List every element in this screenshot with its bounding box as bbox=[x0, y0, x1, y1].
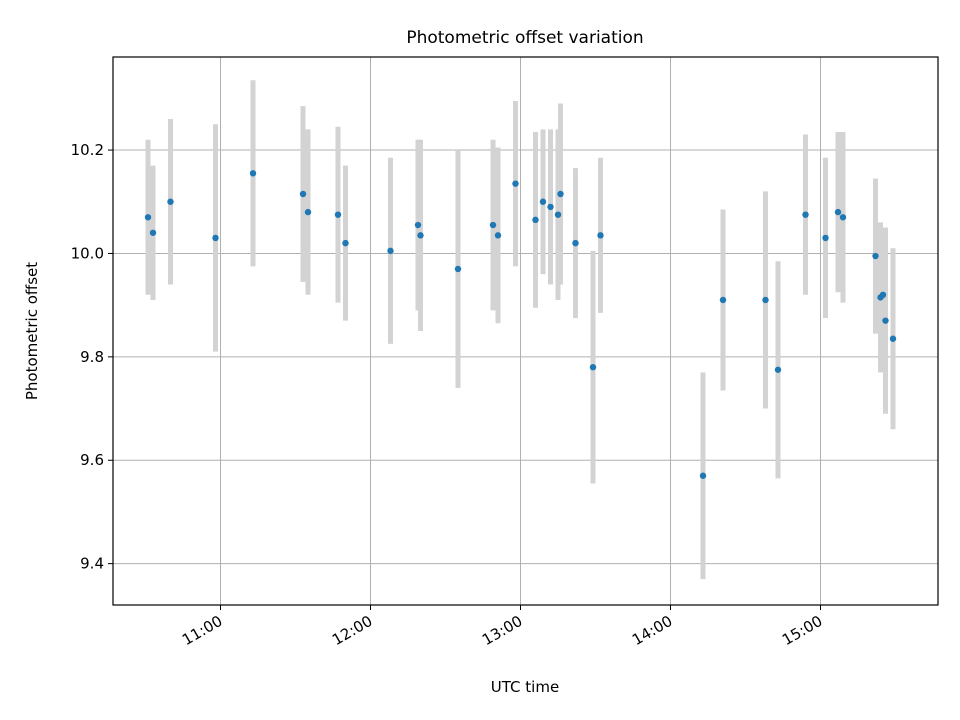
data-point bbox=[249, 170, 257, 177]
data-point bbox=[167, 198, 174, 205]
data-point bbox=[387, 247, 394, 255]
grid bbox=[113, 57, 938, 605]
data-point bbox=[762, 296, 769, 304]
y-axis: 9.4 9.6 9.8 10.0 10.2 bbox=[71, 141, 113, 573]
y-tick-label: 9.6 bbox=[80, 451, 104, 469]
data-point bbox=[149, 229, 157, 236]
data-point bbox=[489, 221, 497, 229]
data-point bbox=[872, 252, 879, 260]
data-point bbox=[554, 211, 562, 218]
y-tick-label: 9.8 bbox=[80, 348, 104, 366]
data-point bbox=[822, 234, 829, 242]
data-point bbox=[572, 239, 579, 247]
y-axis-label: Photometric offset bbox=[23, 262, 41, 400]
data-point bbox=[334, 211, 342, 218]
data-point bbox=[557, 190, 564, 198]
x-axis-label: UTC time bbox=[491, 678, 559, 696]
data-point bbox=[839, 214, 847, 221]
data-point bbox=[144, 214, 152, 221]
y-tick-label: 9.4 bbox=[80, 555, 104, 573]
x-tick-label: 13:00 bbox=[479, 612, 525, 649]
data-point bbox=[774, 366, 782, 373]
data-point bbox=[589, 363, 597, 371]
data-point bbox=[304, 208, 312, 216]
x-tick-label: 12:00 bbox=[329, 612, 375, 649]
data-point bbox=[539, 198, 547, 205]
data-point bbox=[882, 317, 889, 324]
data-point bbox=[802, 211, 809, 218]
data-points bbox=[144, 170, 897, 479]
data-point bbox=[889, 335, 897, 342]
data-point bbox=[454, 265, 462, 273]
data-point bbox=[342, 239, 349, 247]
data-point bbox=[494, 232, 502, 239]
data-point bbox=[719, 296, 727, 304]
data-point bbox=[512, 180, 519, 187]
data-point bbox=[597, 232, 604, 239]
data-point bbox=[414, 221, 422, 229]
data-point bbox=[212, 234, 219, 242]
chart-title: Photometric offset variation bbox=[406, 28, 643, 48]
x-axis: 11:00 12:00 13:00 14:00 15:00 bbox=[179, 605, 826, 649]
y-tick-label: 10.0 bbox=[71, 244, 104, 262]
data-point bbox=[879, 291, 887, 299]
plot-area-frame bbox=[112, 56, 939, 606]
x-tick-label: 15:00 bbox=[779, 612, 825, 649]
x-tick-label: 11:00 bbox=[179, 612, 225, 649]
data-point bbox=[699, 472, 707, 479]
data-point bbox=[299, 190, 307, 198]
data-point bbox=[417, 232, 424, 239]
y-tick-label: 10.2 bbox=[71, 141, 104, 159]
data-point bbox=[532, 216, 539, 224]
x-tick-label: 14:00 bbox=[629, 612, 675, 649]
data-point bbox=[547, 203, 554, 211]
data-point bbox=[834, 208, 842, 216]
